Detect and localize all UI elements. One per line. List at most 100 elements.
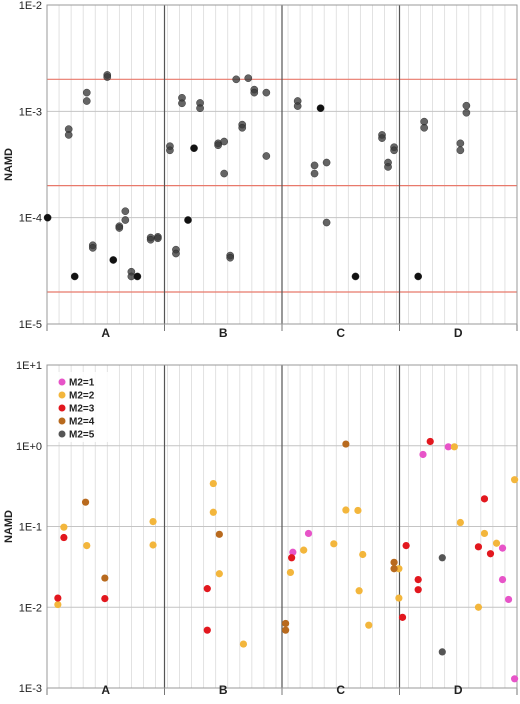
bottom-data-point: [492, 539, 501, 547]
bottom-data-point: [450, 443, 458, 451]
bottom-data-point: [414, 575, 422, 584]
bottom-y-tick-label: 1E-2: [19, 602, 42, 614]
bottom-data-point: [203, 585, 211, 593]
bottom-data-point: [215, 530, 223, 538]
bottom-data-point: [444, 443, 452, 451]
legend-marker: [58, 378, 66, 386]
legend-marker: [58, 417, 66, 425]
top-data-point: [384, 163, 392, 171]
top-data-point: [456, 146, 465, 155]
top-y-tick-label: 1E-2: [19, 0, 42, 12]
bottom-data-point: [203, 626, 211, 634]
top-data-point: [43, 213, 52, 222]
bottom-data-point: [239, 640, 248, 648]
top-data-point: [190, 144, 198, 153]
top-data-point: [133, 272, 142, 281]
bottom-data-point: [414, 586, 422, 594]
bottom-data-point: [438, 648, 446, 656]
bottom-data-point: [419, 450, 427, 459]
bottom-y-tick-label: 1E-1: [19, 522, 42, 534]
bottom-data-point: [54, 594, 62, 602]
bottom-data-point: [342, 506, 350, 514]
bottom-y-tick-label: 1E+1: [16, 360, 42, 372]
bottom-data-point: [209, 508, 217, 516]
top-data-point: [310, 169, 319, 178]
bottom-data-point: [398, 613, 407, 621]
bottom-data-point: [355, 587, 363, 595]
bottom-data-point: [330, 540, 338, 548]
bottom-category-label: C: [336, 683, 345, 697]
chart-bottom: 1E-3 1E-2 1E-1 1E+0 1E+1 A B C D NAMD M2=1 M2=2 M2=3…: [3, 360, 519, 697]
legend-entry: M2=5: [69, 430, 95, 441]
bottom-data-point: [83, 542, 91, 550]
top-data-point: [184, 216, 192, 224]
top-data-point: [166, 146, 174, 155]
top-data-point: [250, 88, 259, 97]
bottom-data-point: [510, 675, 519, 683]
top-data-point: [310, 161, 319, 170]
bottom-data-point: [209, 479, 217, 488]
top-data-point: [390, 146, 398, 155]
chart-top: 1E-5 1E-4 1E-3 1E-2 A B C D NAMD: [3, 0, 518, 340]
top-data-point: [82, 88, 91, 97]
bottom-data-point: [402, 542, 410, 550]
bottom-data-point: [282, 619, 290, 628]
bottom-data-point: [474, 543, 483, 551]
top-data-point: [238, 124, 247, 132]
top-data-point: [232, 75, 241, 84]
top-data-point: [172, 249, 180, 258]
top-data-point: [322, 218, 331, 227]
top-data-point: [414, 272, 422, 281]
bottom-y-axis-label: NAMD: [3, 510, 15, 543]
bottom-data-point: [486, 550, 495, 558]
bottom-data-point: [149, 517, 157, 526]
top-plot-frame: [46, 4, 518, 325]
bottom-data-point: [54, 600, 62, 609]
bottom-data-point: [474, 603, 483, 611]
top-data-point: [456, 139, 465, 148]
top-data-point: [220, 137, 228, 146]
bottom-data-point: [456, 518, 464, 527]
top-data-point: [322, 158, 331, 167]
top-data-point: [351, 272, 360, 281]
bottom-data-point: [510, 476, 519, 484]
top-data-point: [316, 104, 325, 113]
bottom-data-point: [289, 548, 297, 556]
top-data-point: [64, 131, 73, 139]
top-data-point: [154, 234, 162, 243]
bottom-category-label: B: [219, 683, 228, 697]
bottom-data-point: [438, 554, 446, 562]
bottom-data-point: [101, 574, 109, 582]
bottom-plot-frame: [46, 364, 518, 689]
bottom-data-point: [390, 558, 398, 566]
top-category-label: A: [101, 326, 110, 340]
top-data-point: [226, 253, 234, 262]
top-data-point: [262, 88, 271, 97]
top-category-label: D: [454, 326, 463, 340]
bottom-category-label: A: [101, 683, 110, 697]
top-y-tick-label: 1E-5: [19, 319, 42, 331]
top-data-point: [121, 207, 130, 216]
legend-marker: [58, 391, 66, 399]
top-data-point: [178, 99, 186, 108]
bottom-data-point: [342, 440, 350, 448]
bottom-data-point: [365, 621, 373, 629]
bottom-y-tick-label: 1E+0: [16, 441, 42, 453]
top-data-point: [293, 102, 302, 110]
top-data-point: [103, 73, 112, 81]
top-data-point: [378, 134, 386, 142]
top-data-point: [244, 74, 253, 82]
legend-marker: [58, 430, 66, 438]
top-y-tick-label: 1E-4: [19, 213, 42, 225]
bottom-data-point: [81, 498, 90, 506]
legend-entry: M2=3: [69, 404, 95, 415]
top-category-label: B: [219, 326, 228, 340]
top-data-point: [109, 256, 118, 264]
bottom-data-point: [480, 529, 489, 538]
bottom-data-point: [300, 546, 308, 554]
top-data-point: [220, 169, 228, 178]
top-data-point: [88, 244, 97, 252]
bottom-data-point: [215, 570, 223, 578]
top-data-point: [214, 141, 222, 150]
